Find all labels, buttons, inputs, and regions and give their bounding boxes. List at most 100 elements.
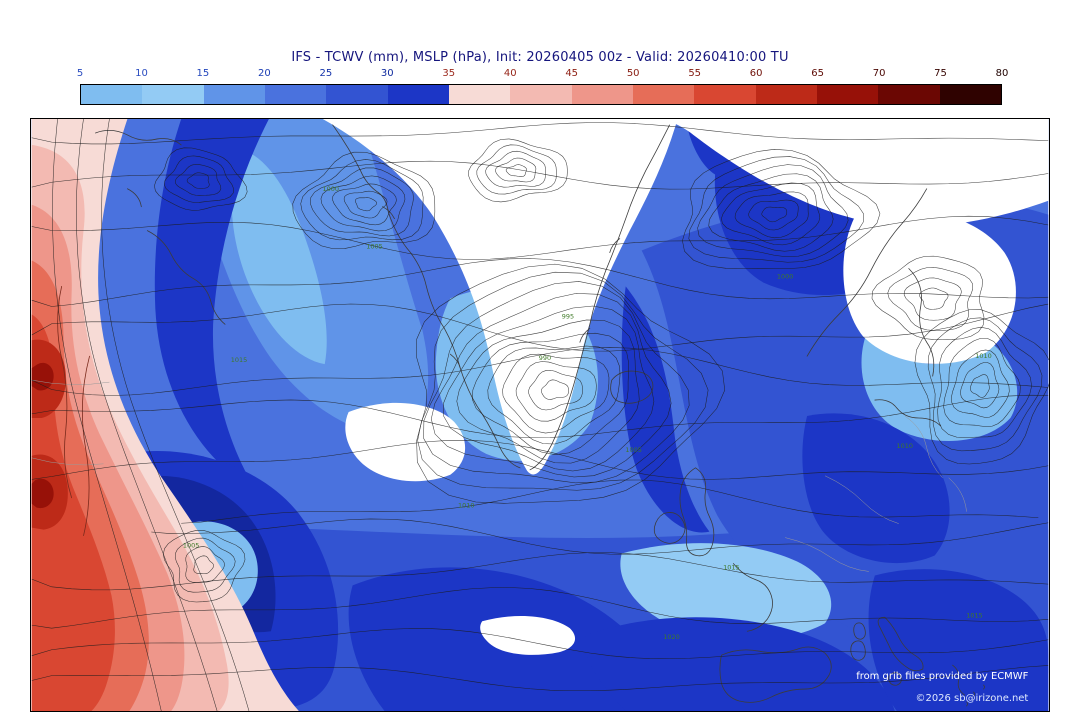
colorbar-tick-label: 55 <box>688 68 702 79</box>
fill-white-scandinavia <box>843 208 1016 364</box>
weather-map-svg: 995 990 1005 1010 1015 1010 1000 1005 1015 1015 10… <box>31 119 1049 711</box>
isobar-ring <box>186 172 210 189</box>
colorbar-segment <box>878 85 940 104</box>
coastline-denmark <box>874 399 942 427</box>
fill-navy-south-east <box>584 617 895 711</box>
isobar-line <box>31 347 1049 396</box>
isobar-left-2 <box>101 119 250 711</box>
isobar-ring <box>163 155 234 203</box>
colorbar-segment <box>264 85 327 104</box>
isobar-ring <box>887 267 974 331</box>
isobar-value-label: 1010 <box>458 502 474 510</box>
coastline-labrador <box>146 230 226 325</box>
colorbar-tick-label: 20 <box>258 68 271 79</box>
isobar-line <box>181 479 1039 524</box>
coastline-britain <box>679 467 715 557</box>
isobar-value-label: 1010 <box>897 442 913 450</box>
fill-light-core-nw <box>231 148 327 365</box>
fill-white-south-sliver <box>480 615 576 655</box>
isobar-value-label: 1020 <box>663 633 679 641</box>
colorbar-tick-label: 5 <box>76 68 84 79</box>
isobar-value-label: 1005 <box>625 446 641 454</box>
border-line-2 <box>785 537 869 572</box>
isobar-ring <box>502 353 610 434</box>
isobar-ring <box>185 546 225 583</box>
isobar-ring <box>682 149 881 269</box>
isobar-ring <box>943 338 1021 427</box>
isobar-ring <box>320 175 406 232</box>
colorbar-segment <box>571 85 633 104</box>
isobar-line <box>31 552 1049 591</box>
isobar-line <box>31 587 1049 629</box>
colorbar-tick-label: 15 <box>196 68 210 79</box>
isobar-ring <box>960 362 1000 409</box>
border-line-3 <box>904 415 943 478</box>
isobar-ring <box>761 206 788 223</box>
isobar-ring <box>721 182 821 246</box>
isobar-value-label: 990 <box>539 354 551 362</box>
colorbar-segment <box>632 85 695 104</box>
isobar-ring <box>505 164 527 177</box>
isobar-line <box>151 518 1049 555</box>
isobar-ring <box>332 183 397 226</box>
colorbar-bar <box>80 84 1002 105</box>
isobar-ring <box>468 138 568 203</box>
isobar-value-label: 1005 <box>366 243 382 251</box>
isobar-ring <box>914 309 1049 465</box>
isobar-ring <box>970 374 990 398</box>
fill-maroon-2 <box>31 478 54 509</box>
isobar-line <box>31 215 1049 260</box>
colorbar-ticks: 5 10 15 20 25 30 35 40 45 50 55 60 65 70 75 80 <box>76 68 1009 81</box>
isobar-value-label: 1015 <box>723 563 739 571</box>
coastline-baltic <box>908 268 935 377</box>
isobar-ring <box>310 167 414 237</box>
colorbar-segment <box>81 85 143 104</box>
isobar-line <box>31 160 1049 190</box>
isobar-ring <box>487 345 621 445</box>
isobar-ring <box>515 361 597 422</box>
colorbar-tick-label: 45 <box>565 68 579 79</box>
isobar-value-label: 1000 <box>322 185 338 193</box>
isobar-ring <box>495 157 537 183</box>
isobar-ring <box>416 263 726 504</box>
colorbar-segment <box>142 85 204 104</box>
coastline-norway <box>806 188 928 357</box>
isobar-ring <box>541 379 569 400</box>
fill-maroon-1 <box>31 362 54 391</box>
isobar-ring <box>927 317 1043 452</box>
isobar-ring <box>355 197 377 212</box>
border-line-4 <box>948 477 967 512</box>
coastline-baffin <box>95 130 182 208</box>
isobar-value-label: 995 <box>562 312 574 320</box>
isobar-ring <box>708 173 834 252</box>
isobar-left-3 <box>52 119 162 711</box>
fill-light-biscay <box>620 543 832 640</box>
coastline-namerica-1 <box>57 286 72 499</box>
isobar-line <box>31 628 1049 660</box>
coastline-france <box>732 563 773 632</box>
colorbar-tick-label: 10 <box>135 68 148 79</box>
colorbar-segment <box>755 85 817 104</box>
isobar-line <box>31 303 1049 352</box>
colorbar-tick-label: 35 <box>442 68 456 79</box>
colorbar-segment <box>694 85 756 104</box>
fill-white-greenland <box>322 119 678 475</box>
isobar-ring <box>476 144 557 195</box>
isobar-value-label: 1005 <box>183 542 199 550</box>
isobar-ring <box>162 530 246 603</box>
chart-title: IFS - TCWV (mm), MSLP (hPa), Init: 20260… <box>291 50 789 65</box>
isobar-ring <box>937 326 1032 438</box>
isobar-ring <box>919 287 949 310</box>
credits-copyright: ©2026 sb@irizone.net <box>916 693 1029 704</box>
isobar-ring <box>456 319 640 464</box>
isobar-value-label: 1000 <box>777 272 793 280</box>
isobar-ring <box>300 159 424 241</box>
colorbar-segment <box>510 85 572 104</box>
coastline-iceland <box>610 370 654 404</box>
isobar-ring <box>174 537 236 593</box>
isobar-value-label: 1015 <box>966 611 982 619</box>
colorbar-tick-label: 40 <box>503 68 517 79</box>
isobar-ring <box>430 293 672 478</box>
isobar-layer <box>31 119 1049 711</box>
isobar-ring <box>443 305 655 472</box>
